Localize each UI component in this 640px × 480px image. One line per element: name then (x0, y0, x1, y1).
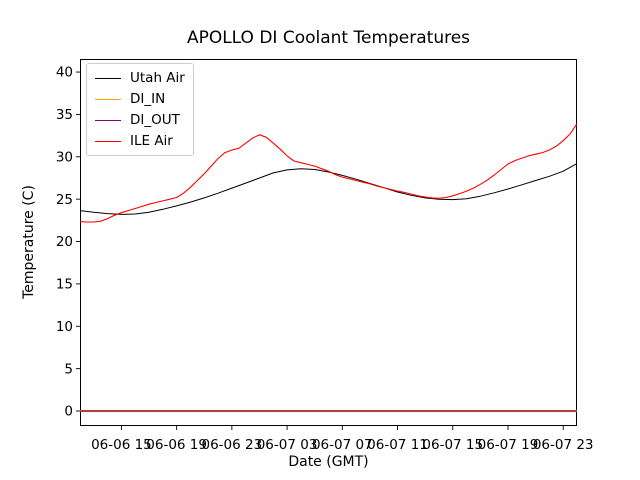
legend-line-swatch (95, 99, 121, 100)
y-axis-label: Temperature (C) (21, 185, 37, 299)
series-line-utah-air (79, 163, 578, 215)
legend-item: DI_IN (87, 89, 193, 110)
x-tick-label: 06-06 19 (146, 437, 207, 453)
series-line-ile-air (79, 123, 578, 223)
x-tick-label: 06-07 07 (312, 437, 373, 453)
y-tick-label: 25 (56, 192, 73, 208)
legend-item: ILE Air (87, 131, 193, 152)
legend-item: DI_OUT (87, 110, 193, 131)
legend-item: Utah Air (87, 68, 193, 89)
y-tick-label: 35 (56, 107, 73, 123)
chart-title: APOLLO DI Coolant Temperatures (186, 28, 471, 48)
x-tick-label: 06-07 19 (478, 437, 539, 453)
y-tick-label: 5 (64, 361, 73, 377)
x-tick-label: 06-06 23 (202, 437, 263, 453)
y-tick-label: 20 (56, 234, 73, 250)
legend-label: DI_IN (130, 90, 166, 107)
x-tick-label: 06-07 03 (257, 437, 318, 453)
legend-label: Utah Air (130, 69, 185, 86)
x-axis-label: Date (GMT) (288, 454, 369, 470)
x-tick-label: 06-06 15 (91, 437, 152, 453)
legend-line-swatch (95, 141, 121, 142)
legend-label: ILE Air (130, 132, 173, 149)
plot-frame (80, 59, 577, 426)
y-tick-label: 10 (56, 319, 73, 335)
y-tick-label: 40 (56, 65, 73, 81)
legend: Utah Air DI_IN DI_OUT ILE Air (86, 63, 194, 156)
x-tick-label: 06-07 23 (533, 437, 594, 453)
x-tick-label: 06-07 11 (367, 437, 428, 453)
legend-label: DI_OUT (130, 111, 180, 128)
y-tick-label: 15 (56, 277, 73, 293)
y-tick-label: 0 (64, 404, 73, 420)
legend-line-swatch (95, 78, 121, 79)
x-tick-label: 06-07 15 (422, 437, 483, 453)
legend-line-swatch (95, 120, 121, 121)
y-tick-label: 30 (56, 149, 73, 165)
